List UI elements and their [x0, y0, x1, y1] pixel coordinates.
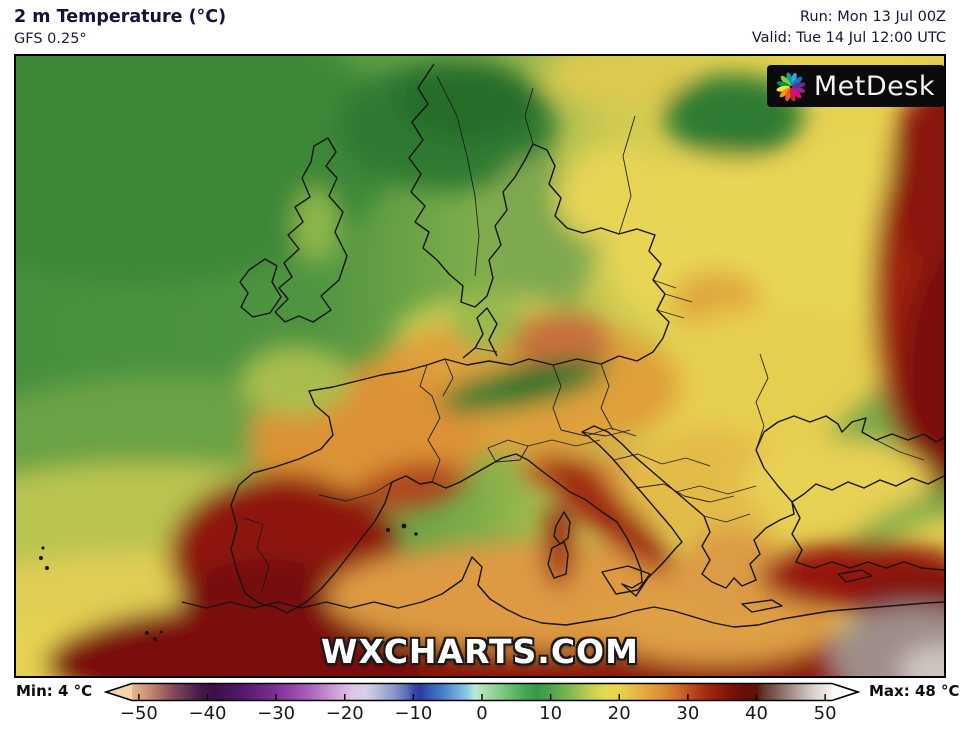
- colorbar-tick-label: −40: [188, 703, 227, 724]
- model-label: GFS 0.25°: [14, 31, 87, 47]
- colorbar-tick-label: −50: [119, 703, 158, 724]
- colorbar-gradient-bar: [104, 682, 860, 702]
- metdesk-logo-text: MetDesk: [813, 70, 935, 102]
- temperature-map: MetDesk WXCHARTS.COM: [14, 54, 946, 678]
- colorbar-max-label: Max: 48 °C: [869, 682, 960, 700]
- metdesk-starburst-icon: [776, 72, 806, 102]
- colorbar-tick-label: 0: [476, 703, 488, 724]
- colorbar-ticks: [138, 694, 826, 700]
- colorbar-min-label: Min: 4 °C: [16, 682, 93, 700]
- colorbar-tick-label: −30: [257, 703, 296, 724]
- colorbar-tick-label: 30: [676, 703, 700, 724]
- colorbar: [104, 682, 860, 702]
- run-valid-info: Run: Mon 13 Jul 00Z Valid: Tue 14 Jul 12…: [752, 7, 946, 49]
- colorbar-tick-label: −20: [325, 703, 364, 724]
- colorbar-tick-label: 20: [607, 703, 631, 724]
- metdesk-logo: MetDesk: [766, 65, 945, 107]
- valid-label: Valid: Tue 14 Jul 12:00 UTC: [751, 30, 946, 47]
- island-dots: [39, 523, 418, 641]
- page-title: 2 m Temperature (°C): [14, 7, 227, 27]
- run-label: Run: Mon 13 Jul 00Z: [799, 9, 946, 25]
- country-borders: [242, 75, 925, 595]
- watermark: WXCHARTS.COM: [321, 632, 639, 671]
- colorbar-tick-label: 40: [745, 703, 768, 724]
- colorbar-tick-labels: −50 −40 −30 −20 −10 0 10 20 30 40 50: [104, 703, 860, 727]
- colorbar-tick-label: 50: [813, 703, 837, 724]
- temperature-field-svg: [16, 56, 944, 676]
- colorbar-tick-label: −10: [394, 703, 433, 724]
- colorbar-tick-label: 10: [539, 703, 563, 724]
